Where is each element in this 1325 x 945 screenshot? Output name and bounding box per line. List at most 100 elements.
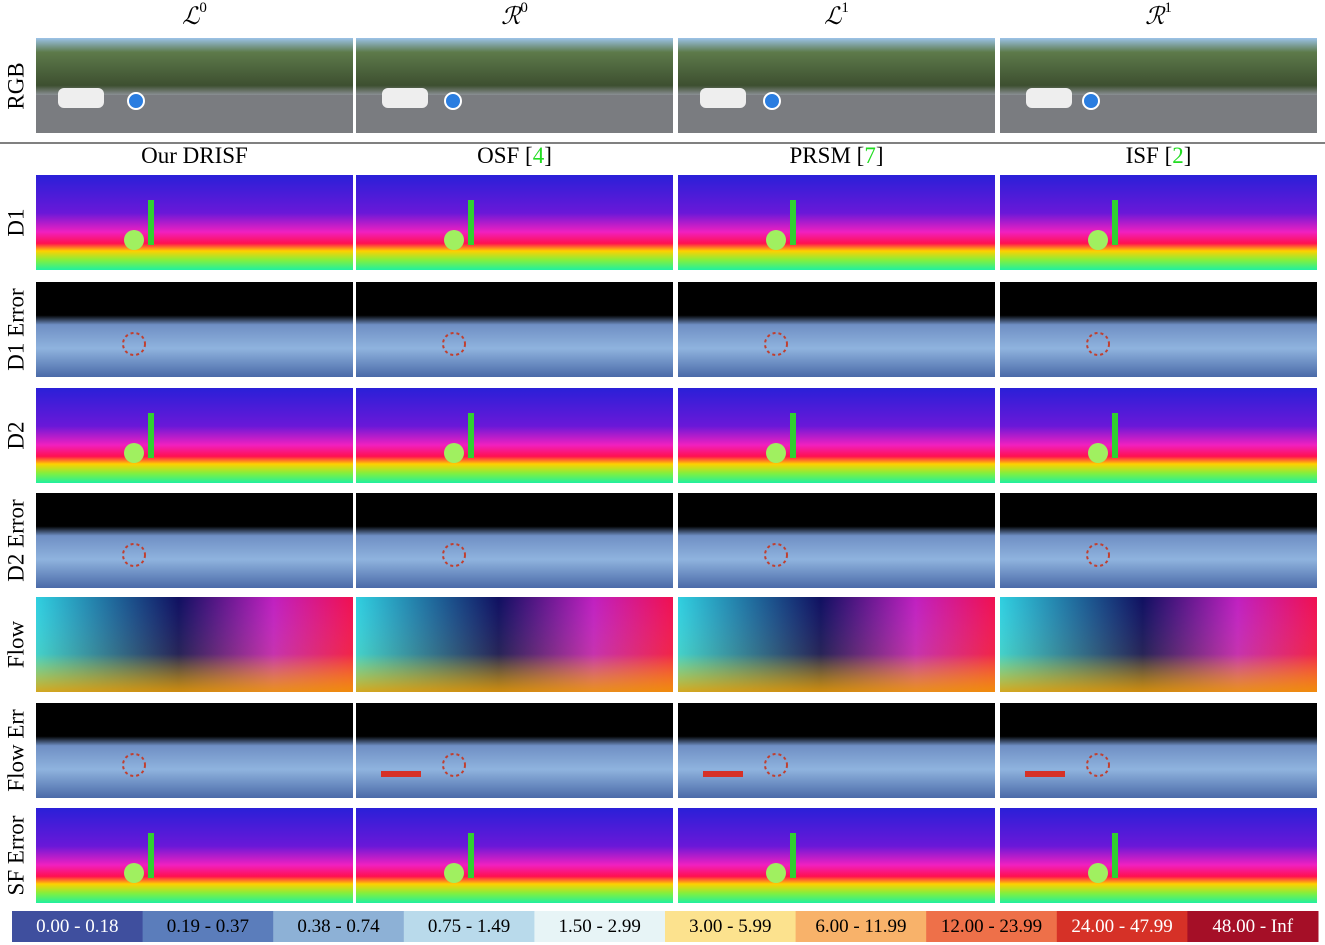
depth-map bbox=[36, 808, 353, 903]
method-name: ] bbox=[876, 143, 884, 168]
sign bbox=[1088, 443, 1108, 463]
method-header: PRSM [7] bbox=[790, 143, 884, 168]
pole bbox=[790, 413, 796, 458]
flow-map-shade bbox=[1000, 597, 1317, 692]
sign bbox=[128, 93, 144, 109]
sign bbox=[764, 93, 780, 109]
pole bbox=[468, 413, 474, 458]
row-label: Flow Err bbox=[3, 709, 28, 792]
pole bbox=[790, 200, 796, 245]
row-label: SF Error bbox=[3, 815, 28, 895]
error-map bbox=[1000, 703, 1317, 798]
sign bbox=[444, 863, 464, 883]
citation: 4 bbox=[533, 143, 545, 168]
method-header: OSF [4] bbox=[477, 143, 552, 168]
flow-map-shade bbox=[36, 597, 353, 692]
method-name: Our DRISF bbox=[141, 143, 248, 168]
legend-label: 12.00 - 23.99 bbox=[941, 916, 1042, 937]
depth-map bbox=[36, 175, 353, 270]
depth-map bbox=[1000, 808, 1317, 903]
depth-map bbox=[678, 388, 995, 483]
sign bbox=[444, 443, 464, 463]
sign bbox=[766, 443, 786, 463]
car-error bbox=[1025, 771, 1065, 777]
sign bbox=[1088, 230, 1108, 250]
header-sup: 0 bbox=[199, 0, 207, 16]
method-name: ] bbox=[544, 143, 552, 168]
method-name: ISF [ bbox=[1126, 143, 1173, 168]
row-label: D1 bbox=[3, 208, 28, 236]
pole bbox=[1112, 200, 1118, 245]
depth-map bbox=[356, 808, 673, 903]
depth-map bbox=[356, 175, 673, 270]
legend-label: 3.00 - 5.99 bbox=[689, 916, 771, 937]
method-header: ISF [2] bbox=[1126, 143, 1192, 168]
pole bbox=[1112, 413, 1118, 458]
citation: 7 bbox=[864, 143, 876, 168]
car bbox=[1026, 88, 1072, 108]
depth-map bbox=[356, 388, 673, 483]
header-base: ℛ bbox=[501, 4, 522, 30]
error-map bbox=[356, 703, 673, 798]
column-header: ℛ0 bbox=[501, 0, 528, 29]
pole bbox=[790, 833, 796, 878]
header-base: ℒ bbox=[824, 4, 842, 30]
column-header: ℒ0 bbox=[182, 0, 207, 29]
header-sup: 0 bbox=[520, 0, 528, 16]
legend-label: 0.00 - 0.18 bbox=[36, 916, 118, 937]
car bbox=[58, 88, 104, 108]
sign bbox=[444, 230, 464, 250]
header-base: ℒ bbox=[182, 4, 200, 30]
legend-label: 0.75 - 1.49 bbox=[428, 916, 510, 937]
method-name: PRSM [ bbox=[790, 143, 865, 168]
flow-map-shade bbox=[356, 597, 673, 692]
depth-map bbox=[1000, 175, 1317, 270]
legend-label: 48.00 - Inf bbox=[1212, 916, 1293, 937]
error-map bbox=[1000, 282, 1317, 377]
error-map bbox=[1000, 493, 1317, 588]
depth-map bbox=[36, 388, 353, 483]
error-map bbox=[678, 493, 995, 588]
row-label: D1 Error bbox=[3, 288, 28, 371]
car bbox=[382, 88, 428, 108]
row-label: D2 Error bbox=[3, 499, 28, 582]
sign bbox=[124, 443, 144, 463]
sign bbox=[445, 93, 461, 109]
method-name: ] bbox=[1184, 143, 1192, 168]
pole bbox=[148, 413, 154, 458]
error-map bbox=[356, 282, 673, 377]
sign bbox=[1083, 93, 1099, 109]
column-header: ℛ1 bbox=[1145, 0, 1172, 29]
row-label: Flow bbox=[3, 620, 28, 668]
error-map bbox=[36, 493, 353, 588]
sign bbox=[1088, 863, 1108, 883]
pole bbox=[1112, 833, 1118, 878]
depth-map bbox=[678, 175, 995, 270]
column-header: ℒ1 bbox=[824, 0, 849, 29]
method-name: OSF [ bbox=[477, 143, 533, 168]
legend-label: 0.38 - 0.74 bbox=[297, 916, 380, 937]
pole bbox=[468, 200, 474, 245]
pole bbox=[468, 833, 474, 878]
sign bbox=[766, 230, 786, 250]
legend-label: 1.50 - 2.99 bbox=[559, 916, 641, 937]
pole bbox=[148, 833, 154, 878]
pole bbox=[148, 200, 154, 245]
row-label: D2 bbox=[3, 421, 28, 449]
legend-label: 0.19 - 0.37 bbox=[167, 916, 249, 937]
header-sup: 1 bbox=[1164, 0, 1172, 16]
sign bbox=[124, 863, 144, 883]
sign bbox=[124, 230, 144, 250]
error-map bbox=[678, 282, 995, 377]
legend-label: 24.00 - 47.99 bbox=[1071, 916, 1172, 937]
figure: ℒ0ℛ0ℒ1ℛ1RGBOur DRISFOSF [4]PRSM [7]ISF [… bbox=[0, 0, 1325, 945]
car-error bbox=[703, 771, 743, 777]
error-map bbox=[36, 703, 353, 798]
legend-label: 6.00 - 11.99 bbox=[815, 916, 906, 937]
error-map bbox=[36, 282, 353, 377]
error-map bbox=[678, 703, 995, 798]
depth-map bbox=[1000, 388, 1317, 483]
sign bbox=[766, 863, 786, 883]
car bbox=[700, 88, 746, 108]
method-header: Our DRISF bbox=[141, 143, 248, 168]
